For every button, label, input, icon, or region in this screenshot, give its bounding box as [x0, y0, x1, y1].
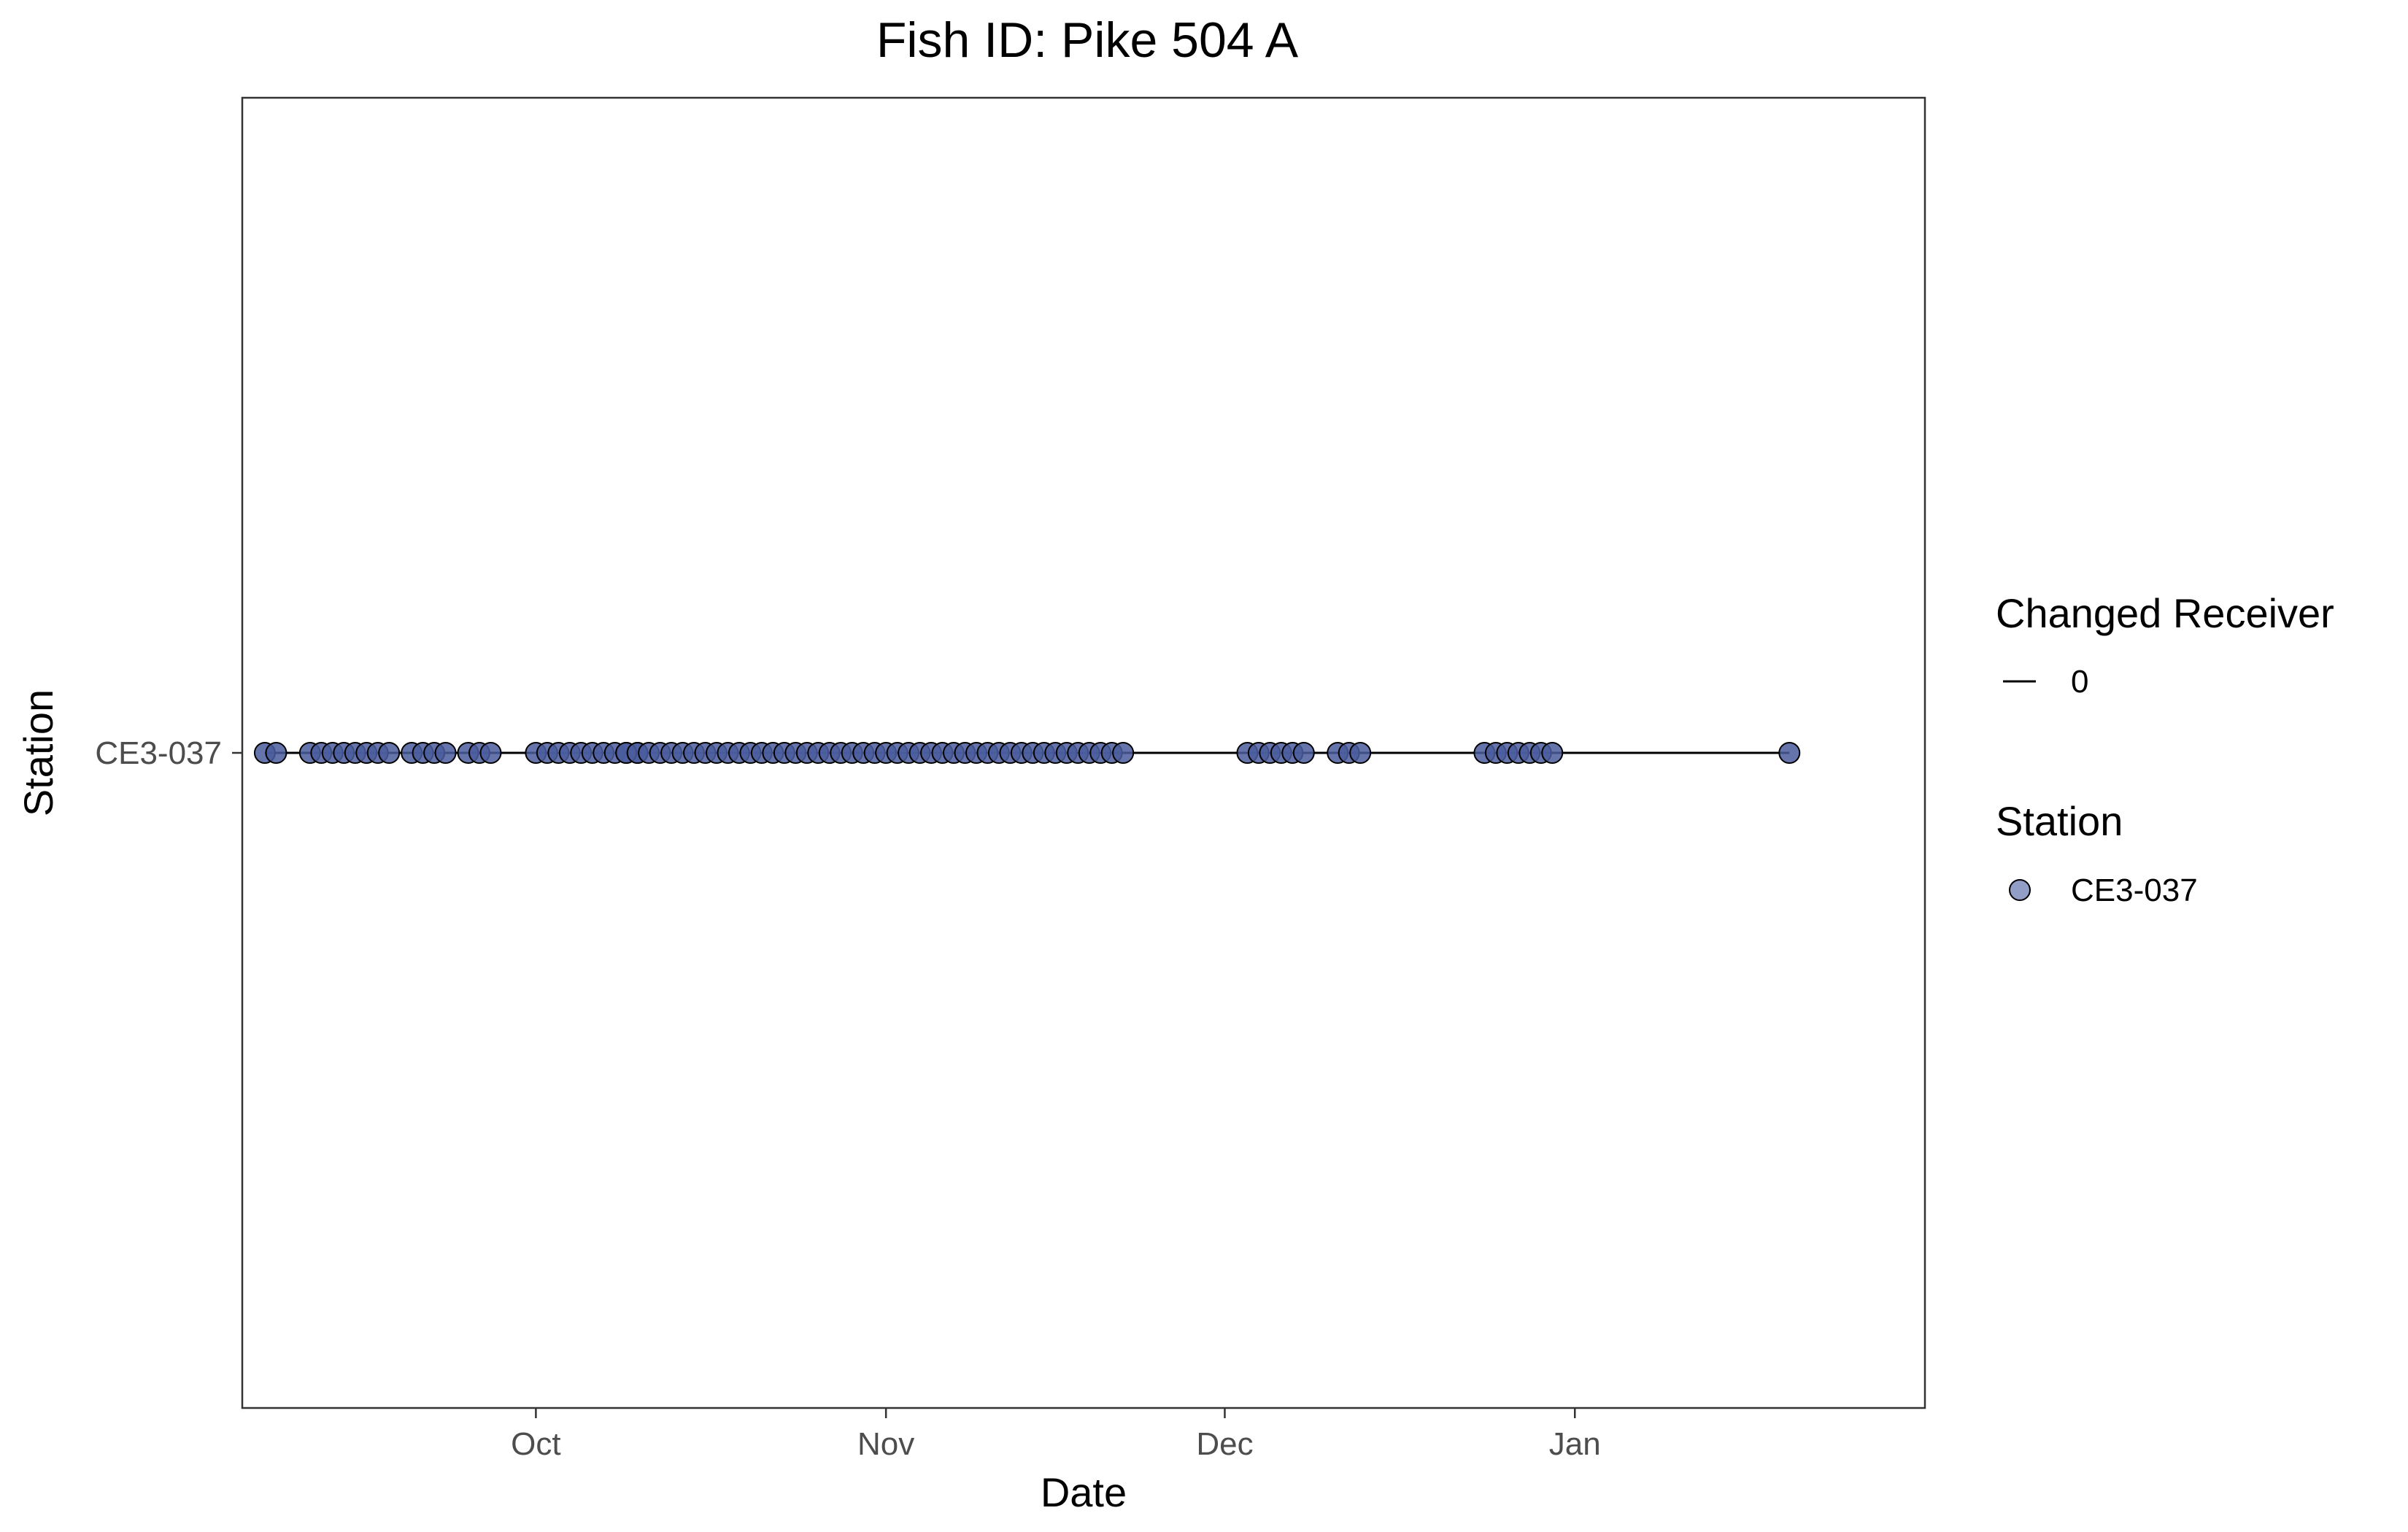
data-point — [1112, 742, 1135, 764]
y-axis-title: Station — [15, 689, 61, 816]
data-point — [1778, 742, 1801, 764]
x-tick-label: Jan — [1549, 1426, 1601, 1462]
legend: Changed Receiver 0 Station CE3-037 — [1996, 590, 2334, 908]
data-point — [434, 742, 457, 764]
x-tick-label: Oct — [511, 1426, 560, 1462]
data-point — [378, 742, 401, 764]
data-point — [1541, 742, 1564, 764]
data-point — [479, 742, 502, 764]
legend-key-point — [2009, 879, 2031, 901]
y-axis: CE3-037 — [95, 735, 242, 771]
x-axis: Oct Nov Dec Jan — [511, 1408, 1601, 1462]
chart-title: Fish ID: Pike 504 A — [876, 12, 1299, 68]
data-points — [253, 742, 1801, 764]
x-axis-title: Date — [1041, 1469, 1127, 1515]
legend-title-station: Station — [1996, 798, 2123, 844]
legend-title-changed-receiver: Changed Receiver — [1996, 590, 2334, 636]
x-tick-label: Nov — [857, 1426, 914, 1462]
legend-label-station-ce3-037: CE3-037 — [2071, 873, 2198, 908]
data-point — [1292, 742, 1315, 764]
x-tick-label: Dec — [1196, 1426, 1253, 1462]
data-point — [265, 742, 288, 764]
data-point — [1349, 742, 1372, 764]
legend-label-changed-receiver-0: 0 — [2071, 664, 2088, 700]
y-tick-label: CE3-037 — [95, 735, 222, 771]
